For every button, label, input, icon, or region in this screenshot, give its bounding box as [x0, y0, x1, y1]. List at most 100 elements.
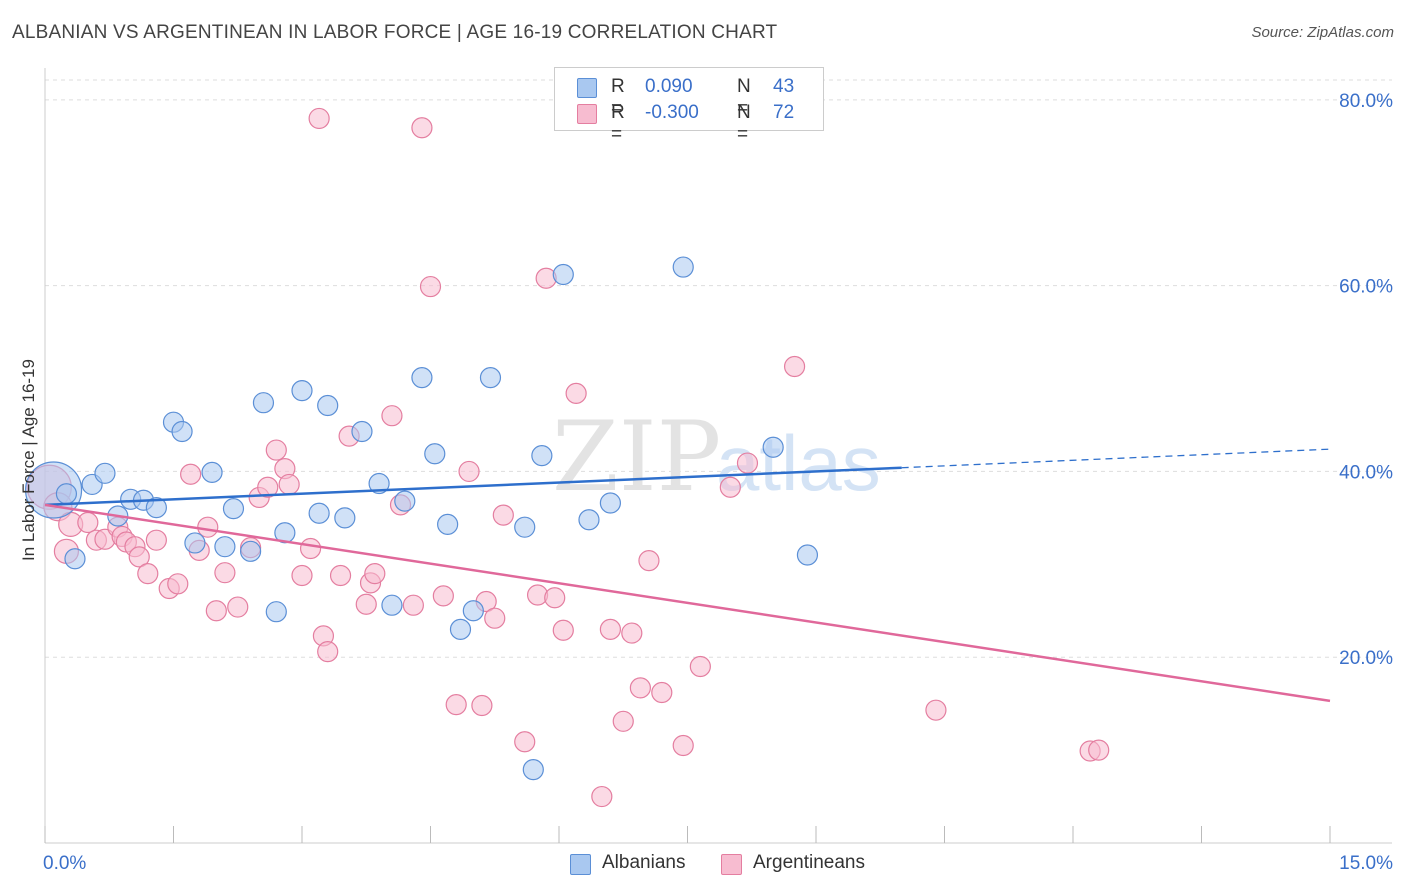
albanians-points [24, 256, 819, 781]
argentinean-point [432, 585, 454, 607]
albanian-point [252, 392, 275, 414]
argentinean-point [514, 731, 536, 753]
argentinean-point [445, 693, 467, 716]
gridlines [45, 79, 1392, 658]
argentineans-legend-swatch [721, 854, 742, 875]
argentinean-point [308, 107, 330, 130]
argentinean-point [77, 511, 99, 534]
x-tick-label-max: 15.0% [1339, 853, 1393, 874]
albanian-point [291, 380, 313, 402]
argentinean-point [565, 382, 587, 405]
argentineans-swatch [577, 104, 597, 124]
argentinean-point [621, 622, 643, 644]
argentinean-point [599, 618, 622, 640]
argentinean-point [419, 275, 442, 298]
argentinean-point [672, 734, 694, 757]
argentinean-point [651, 681, 673, 704]
argentinean-point [291, 564, 313, 587]
n-label: N = [737, 76, 751, 119]
albanian-point [531, 445, 553, 467]
y-tick-label: 40.0% [1339, 462, 1393, 483]
argentinean-point [458, 460, 480, 483]
albanian-point [599, 492, 622, 514]
albanian-point [762, 436, 784, 458]
albanian-point [274, 522, 296, 544]
axes [44, 68, 1392, 844]
argentinean-point [227, 596, 249, 618]
argentinean-point [925, 699, 947, 721]
albanian-point [55, 483, 78, 505]
r-value: 0.090 [645, 76, 693, 97]
argentinean-point [137, 563, 159, 585]
albanians-legend-swatch [570, 854, 591, 875]
albanian-point [94, 462, 116, 484]
argentinean-point [544, 587, 566, 609]
albanian-point [317, 394, 339, 417]
argentinean-point [364, 563, 386, 585]
y-tick-label: 60.0% [1339, 277, 1393, 298]
argentinean-point [214, 562, 236, 584]
r-value: -0.300 [645, 102, 699, 123]
argentinean-point [471, 694, 493, 717]
y-tick-label: 80.0% [1339, 91, 1393, 112]
albanian-point [201, 461, 223, 483]
tick-labels: 20.0% 40.0% 60.0% 80.0% 0.0% 15.0% [43, 91, 1393, 874]
argentinean-point [1088, 739, 1110, 761]
y-axis-label: In Labor Force | Age 16-19 [19, 359, 38, 561]
albanian-point [522, 759, 544, 781]
albanians-legend-label: Albanians [602, 852, 686, 873]
chart-title: ALBANIAN VS ARGENTINEAN IN LABOR FORCE |… [12, 22, 778, 43]
argentinean-point [689, 655, 711, 678]
argentinean-point [411, 117, 433, 139]
y-tick-label: 20.0% [1339, 648, 1393, 669]
n-value: 72 [773, 102, 795, 123]
albanians-trend-line [44, 466, 902, 507]
albanian-point [796, 544, 819, 566]
argentineans-legend-label: Argentineans [753, 852, 865, 873]
albanian-point [222, 497, 245, 520]
argentinean-point [591, 785, 613, 808]
y-axis-label-wrap: In Labor Force | Age 16-19 [17, 300, 41, 620]
watermark-zip: ZIP [552, 401, 721, 513]
correlation-legend: R = 0.090 N = 43 R = -0.300 N = 72 [554, 67, 824, 145]
argentinean-point [402, 594, 424, 616]
albanian-point [308, 502, 330, 524]
argentinean-point [783, 355, 806, 378]
argentinean-point [257, 476, 279, 498]
albanian-point [171, 420, 193, 443]
argentinean-point [629, 677, 651, 699]
albanian-point [368, 472, 390, 495]
argentinean-point [329, 564, 352, 587]
albanian-point [672, 256, 694, 278]
albanian-point [462, 600, 484, 622]
argentinean-point [552, 619, 574, 641]
albanian-point [514, 516, 536, 538]
argentinean-point [638, 550, 660, 572]
argentinean-point [719, 476, 741, 498]
albanian-point [552, 263, 574, 286]
argentinean-point [205, 600, 227, 622]
r-label: R = [611, 102, 625, 145]
argentinean-point [492, 504, 514, 526]
trend-lines [44, 448, 1331, 703]
n-label: N = [737, 102, 751, 145]
albanian-point [578, 509, 600, 531]
albanian-point [64, 548, 86, 570]
albanians-trend-extension [901, 448, 1331, 469]
albanian-point [479, 367, 502, 389]
source-credit: Source: ZipAtlas.com [1251, 24, 1394, 41]
argentinean-point [167, 573, 189, 595]
albanian-point [411, 367, 433, 389]
albanian-point [214, 536, 236, 558]
argentinean-point [180, 463, 202, 485]
argentinean-point [278, 473, 300, 496]
argentineans-trend-line [44, 503, 1331, 703]
argentinean-point [355, 593, 377, 615]
argentinean-point [299, 537, 322, 560]
argentinean-point [145, 529, 167, 551]
albanian-point [381, 594, 403, 616]
argentinean-point [484, 607, 506, 629]
albanian-point [351, 420, 373, 443]
argentinean-point [381, 405, 403, 427]
